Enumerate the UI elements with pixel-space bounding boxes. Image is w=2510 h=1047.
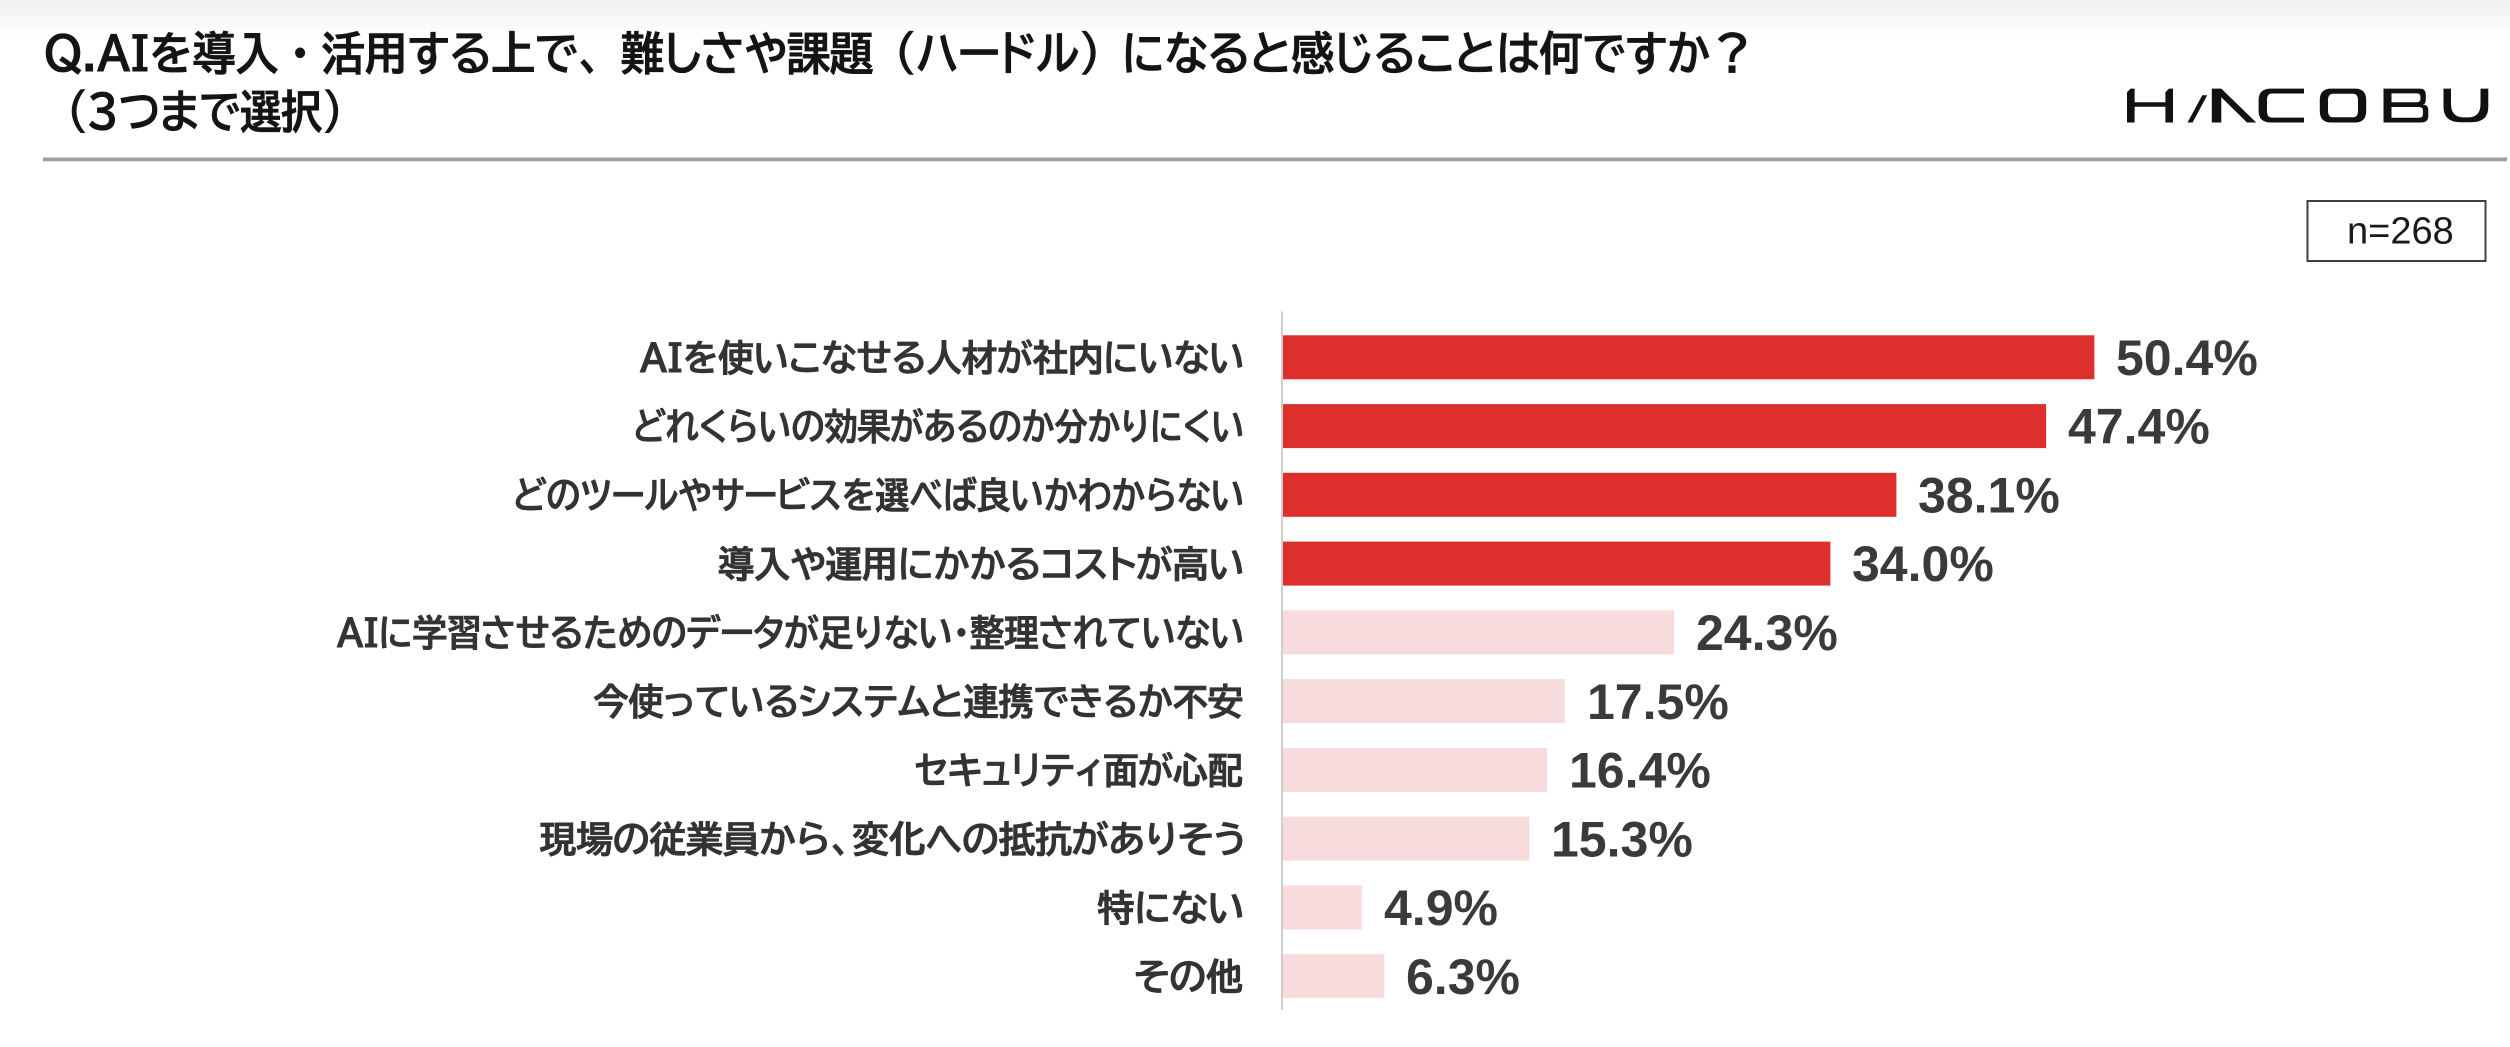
svg-text:4.9%: 4.9% (1384, 880, 1498, 936)
svg-text:17.5%: 17.5% (1587, 674, 1729, 730)
svg-text:34.0%: 34.0% (1852, 536, 1994, 592)
svg-text:47.4%: 47.4% (2068, 399, 2210, 455)
svg-text:n=268: n=268 (2347, 211, 2454, 253)
svg-text:24.3%: 24.3% (1696, 605, 1838, 661)
svg-text:16.4%: 16.4% (1569, 743, 1711, 799)
svg-text:6.3%: 6.3% (1406, 949, 1520, 1005)
svg-text:38.1%: 38.1% (1918, 467, 2060, 523)
svg-text:50.4%: 50.4% (2116, 330, 2258, 386)
svg-text:15.3%: 15.3% (1551, 811, 1693, 867)
